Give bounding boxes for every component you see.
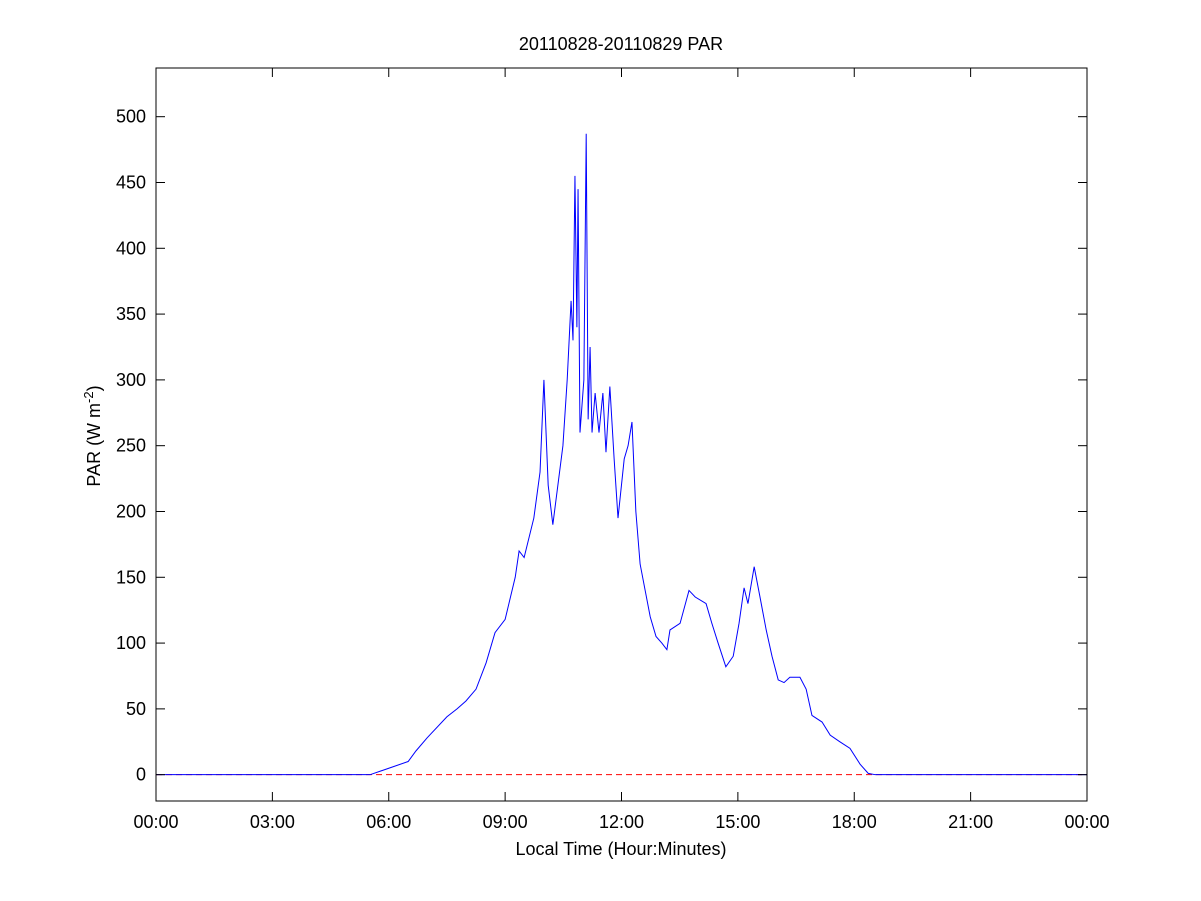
y-axis-label-end: ) — [84, 385, 104, 391]
x-tick-label: 12:00 — [599, 812, 644, 832]
x-tick-label: 18:00 — [832, 812, 877, 832]
y-tick-label: 200 — [116, 501, 146, 521]
y-tick-label: 50 — [126, 699, 146, 719]
y-tick-label: 0 — [136, 765, 146, 785]
y-tick-label: 400 — [116, 238, 146, 258]
y-axis-label: PAR (W m-2) — [81, 385, 104, 486]
x-tick-label: 03:00 — [250, 812, 295, 832]
x-tick-label: 00:00 — [1064, 812, 1109, 832]
x-tick-label: 00:00 — [133, 812, 178, 832]
y-tick-label: 100 — [116, 633, 146, 653]
data-line — [156, 133, 1087, 776]
y-axis-label-text: PAR (W m — [84, 403, 104, 487]
y-tick-label: 150 — [116, 567, 146, 587]
x-tick-label: 21:00 — [948, 812, 993, 832]
y-tick-label: 300 — [116, 370, 146, 390]
x-axis-label: Local Time (Hour:Minutes) — [515, 839, 726, 859]
y-tick-label: 250 — [116, 436, 146, 456]
chart-title: 20110828-20110829 PAR — [519, 34, 723, 54]
x-tick-label: 15:00 — [715, 812, 760, 832]
y-axis-label-superscript: -2 — [81, 391, 96, 403]
x-tick-label: 09:00 — [483, 812, 528, 832]
y-tick-label: 500 — [116, 107, 146, 127]
y-tick-label: 350 — [116, 304, 146, 324]
y-tick-label: 450 — [116, 172, 146, 192]
x-tick-label: 06:00 — [366, 812, 411, 832]
